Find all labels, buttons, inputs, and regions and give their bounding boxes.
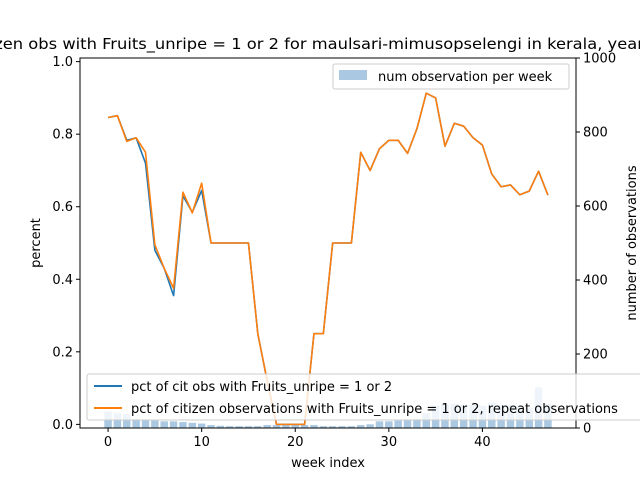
- bar-week-23: [319, 426, 328, 428]
- legend-series-1-label: pct of cit obs with Fruits_unripe = 1 or…: [131, 380, 392, 395]
- y2-tick-label: 400: [583, 274, 608, 289]
- x-tick-label: 0: [104, 435, 112, 450]
- bar-week-11: [207, 425, 215, 428]
- legend-lines: pct of cit obs with Fruits_unripe = 1 or…: [86, 373, 640, 421]
- bar-week-13: [225, 426, 234, 428]
- y-tick-label: 0.0: [52, 418, 73, 433]
- bar-week-18: [272, 425, 281, 428]
- y2-tick-label: 1000: [583, 52, 616, 67]
- ticks-layer: 0 10 20 30 40 0.0 0.2 0.4 0.6 0.8 1.0 0 200 400 600 800…: [52, 52, 616, 451]
- bar-week-19: [282, 425, 290, 428]
- legend-bar-label: num observation per week: [378, 70, 553, 85]
- bar-week-24: [328, 426, 337, 428]
- bar-week-2: [123, 413, 131, 428]
- x-tick-label: 10: [193, 435, 210, 450]
- bar-week-4: [141, 419, 150, 428]
- y2-tick-label: 200: [583, 348, 608, 363]
- chart-title: pct of citizen obs with Fruits_unripe = …: [0, 35, 640, 54]
- x-axis-label: week index: [291, 456, 365, 471]
- bar-week-9: [188, 422, 197, 428]
- bar-week-8: [179, 422, 187, 428]
- bar-week-29: [375, 421, 384, 428]
- bar-week-5: [151, 420, 159, 428]
- bar-week-14: [235, 426, 243, 428]
- bar-week-32: [403, 419, 412, 428]
- bar-week-17: [263, 425, 271, 428]
- y2-tick-label: 800: [583, 126, 608, 141]
- bar-week-20: [291, 425, 299, 428]
- bar-week-28: [366, 424, 374, 428]
- bar-week-31: [394, 420, 402, 428]
- series-line-2: [107, 92, 549, 426]
- legend-bars: num observation per week: [332, 63, 570, 90]
- bar-week-21: [300, 425, 309, 428]
- bar-week-16: [254, 426, 262, 428]
- plot-frame: [79, 57, 577, 429]
- x-tick-label: 30: [381, 435, 398, 450]
- bar-week-3: [132, 418, 140, 428]
- y2-tick-label: 0: [583, 422, 591, 437]
- x-tick-label: 20: [287, 435, 304, 450]
- legend-series-2-label: pct of citizen observations with Fruits_…: [131, 402, 618, 417]
- y-tick-label: 1.0: [52, 55, 73, 70]
- legend-bar-swatch: [339, 70, 367, 80]
- bar-week-15: [244, 426, 253, 428]
- y-tick-label: 0.8: [52, 128, 73, 143]
- x-tick-label: 40: [474, 435, 491, 450]
- y2-axis-label: number of observations: [625, 165, 640, 320]
- bar-week-7: [169, 421, 178, 428]
- y-tick-label: 0.4: [52, 273, 73, 288]
- lines-layer: [107, 92, 549, 426]
- bar-week-1: [113, 413, 122, 428]
- bar-week-25: [338, 426, 346, 428]
- bar-week-12: [216, 425, 225, 428]
- bar-week-34: [422, 413, 431, 428]
- bar-week-22: [310, 425, 318, 428]
- bar-week-26: [347, 426, 356, 428]
- y-tick-label: 0.6: [52, 200, 73, 215]
- bar-week-30: [385, 421, 393, 428]
- y2-tick-label: 600: [583, 200, 608, 215]
- bar-week-33: [413, 418, 421, 428]
- bar-week-10: [197, 423, 206, 428]
- bar-week-6: [160, 421, 168, 428]
- y-tick-label: 0.2: [52, 345, 73, 360]
- y-axis-label: percent: [29, 218, 44, 268]
- bar-week-27: [357, 425, 365, 428]
